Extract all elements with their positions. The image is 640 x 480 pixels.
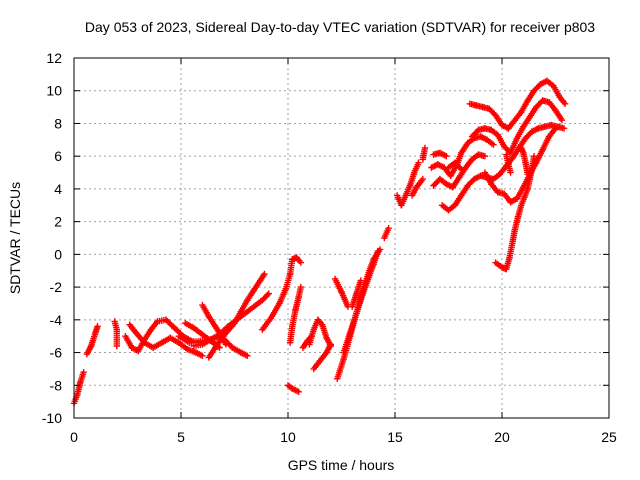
x-tick-label: 10 [280, 429, 296, 445]
data-point-marker [458, 166, 465, 173]
data-point-marker [297, 259, 305, 266]
y-tick-label: 6 [54, 148, 62, 164]
data-point-marker [443, 152, 450, 160]
data-point-marker [560, 125, 568, 132]
data-points [70, 77, 569, 407]
chart-title: Day 053 of 2023, Sidereal Day-to-day VTE… [85, 19, 595, 35]
y-tick-labels: -10 -8 -6 -4 -2 0 2 4 6 8 10 12 [42, 50, 62, 426]
data-point-marker [421, 144, 429, 152]
y-tick-label: 8 [54, 115, 62, 131]
data-point-marker [295, 388, 302, 396]
x-tick-label: 5 [177, 429, 185, 445]
data-point-marker [357, 277, 364, 284]
data-point-marker [419, 175, 427, 183]
data-point-marker [297, 283, 305, 291]
x-tick-label: 25 [601, 429, 617, 445]
data-point-marker [308, 332, 315, 340]
y-tick-label: 10 [46, 83, 62, 99]
axis-ticks [73, 57, 610, 419]
data-point-marker [385, 224, 392, 232]
x-tick-label: 15 [387, 429, 403, 445]
y-axis-label: SDTVAR / TECUs [7, 182, 23, 294]
data-point-marker [261, 270, 268, 278]
x-tick-label: 0 [70, 429, 78, 445]
data-point-marker [530, 152, 538, 160]
data-point-marker [244, 352, 251, 360]
data-point-marker [94, 323, 101, 330]
data-point-marker [456, 164, 464, 172]
y-tick-label: -2 [50, 279, 63, 295]
y-tick-label: 12 [46, 50, 62, 66]
data-point-marker [561, 100, 569, 108]
data-point-marker [415, 159, 422, 166]
data-point-marker [199, 352, 206, 360]
y-tick-label: -8 [50, 377, 63, 393]
data-point-marker [327, 341, 334, 348]
plot-frame [73, 57, 610, 419]
x-axis-label: GPS time / hours [288, 457, 395, 473]
data-point-marker [222, 341, 230, 348]
data-point-marker [376, 246, 384, 253]
y-tick-label: 2 [54, 214, 62, 230]
data-point-marker [344, 303, 352, 310]
data-point-marker [80, 368, 87, 376]
data-point-marker [552, 125, 559, 132]
y-tick-label: 4 [54, 181, 62, 197]
y-tick-label: 0 [54, 246, 62, 262]
data-point-marker [524, 170, 531, 178]
data-point-marker [265, 290, 272, 297]
data-point-marker [558, 116, 566, 124]
data-point-marker [264, 291, 271, 299]
y-tick-label: -6 [50, 345, 63, 361]
y-tick-label: -10 [42, 410, 62, 426]
data-point-marker [507, 169, 514, 176]
y-tick-label: -4 [50, 312, 63, 328]
x-tick-label: 20 [494, 429, 510, 445]
x-tick-labels: 0 5 10 15 20 25 [70, 429, 617, 445]
data-point-marker [490, 141, 497, 148]
data-point-marker [113, 342, 120, 350]
data-point-marker [481, 152, 489, 160]
